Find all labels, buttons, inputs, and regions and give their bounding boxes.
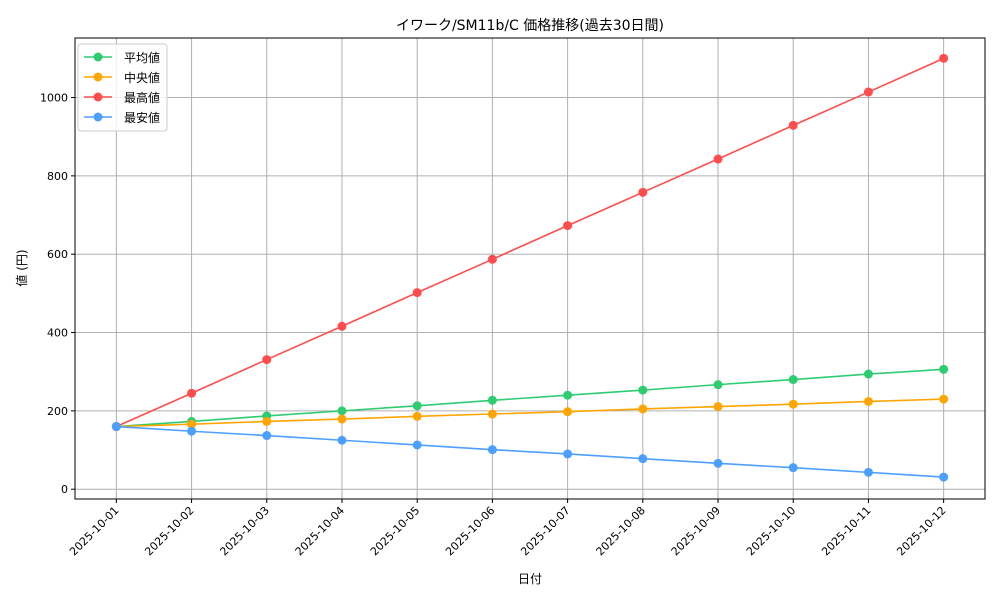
x-axis-label: 日付 [518, 572, 542, 586]
data-point [939, 364, 949, 374]
plot-frame [74, 37, 986, 500]
data-point [638, 404, 648, 414]
legend-label: 中央値 [124, 70, 160, 85]
series-line [116, 57, 944, 428]
data-point [487, 254, 497, 264]
legend-label: 最安値 [124, 110, 160, 125]
data-point [563, 221, 573, 231]
data-point [412, 288, 422, 298]
y-axis-label: 値 (円) [14, 249, 29, 286]
series-group [111, 53, 949, 482]
data-point [337, 321, 347, 331]
data-point [638, 187, 648, 197]
data-point [713, 402, 723, 412]
x-tick-label: 2025-10-06 [443, 504, 497, 558]
y-tick-label: 800 [47, 170, 68, 183]
y-tick-label: 600 [47, 248, 68, 261]
x-tick-label: 2025-10-08 [594, 504, 648, 558]
legend-label: 平均値 [124, 50, 160, 65]
data-point [939, 53, 949, 63]
legend-label: 最高値 [124, 90, 160, 105]
y-tick-label: 400 [47, 327, 68, 340]
data-point [487, 445, 497, 455]
data-point [487, 409, 497, 419]
data-point [412, 401, 422, 411]
x-tick-label: 2025-10-01 [67, 504, 121, 558]
chart-title: イワーク/SM11b/C 価格推移(過去30日間) [396, 18, 664, 34]
x-tick-label: 2025-10-05 [368, 504, 422, 558]
x-tick-label: 2025-10-04 [293, 504, 347, 558]
legend-marker [93, 112, 103, 122]
data-point [939, 472, 949, 482]
x-tick-label: 2025-10-03 [217, 504, 271, 558]
data-point [111, 422, 121, 432]
y-tick-label: 1000 [40, 92, 68, 105]
data-point [563, 407, 573, 417]
data-point [187, 388, 197, 398]
data-point [337, 435, 347, 445]
data-point [788, 463, 798, 473]
y-tick-label: 200 [47, 405, 68, 418]
data-point [939, 394, 949, 404]
data-point [262, 431, 272, 441]
x-tick-label: 2025-10-11 [819, 504, 873, 558]
x-tick-label: 2025-10-12 [894, 504, 948, 558]
data-point [788, 399, 798, 409]
x-tick-label: 2025-10-10 [744, 504, 798, 558]
data-point [638, 454, 648, 464]
data-point [863, 369, 873, 379]
data-point [187, 426, 197, 436]
data-point [262, 355, 272, 365]
series-line [116, 425, 944, 478]
data-point [713, 380, 723, 390]
legend-marker [93, 52, 103, 62]
y-tick-label: 0 [61, 483, 68, 496]
series-line [116, 398, 944, 428]
x-tick-label: 2025-10-02 [142, 504, 196, 558]
data-point [262, 416, 272, 426]
legend-marker [93, 92, 103, 102]
x-tick-label: 2025-10-07 [518, 504, 572, 558]
data-point [788, 375, 798, 385]
x-tick-label: 2025-10-09 [669, 504, 723, 558]
legend-frame [77, 43, 168, 132]
data-point [563, 449, 573, 459]
series-line [116, 368, 944, 428]
data-point [713, 458, 723, 468]
grid [75, 38, 985, 499]
data-point [863, 87, 873, 97]
data-point [487, 395, 497, 405]
data-point [788, 120, 798, 130]
data-point [337, 406, 347, 416]
data-point [563, 390, 573, 400]
legend-marker [93, 72, 103, 82]
data-point [187, 419, 197, 429]
data-point [638, 385, 648, 395]
data-point [713, 154, 723, 164]
data-point [412, 411, 422, 421]
data-point [863, 396, 873, 406]
data-point [337, 414, 347, 424]
x-axis: 2025-10-01 2025-10-02 2025-10-03 2025-10-04… [67, 499, 949, 558]
data-point [863, 467, 873, 477]
data-point [412, 440, 422, 450]
y-axis: 0 200 400 600 800 1000 [40, 92, 75, 496]
